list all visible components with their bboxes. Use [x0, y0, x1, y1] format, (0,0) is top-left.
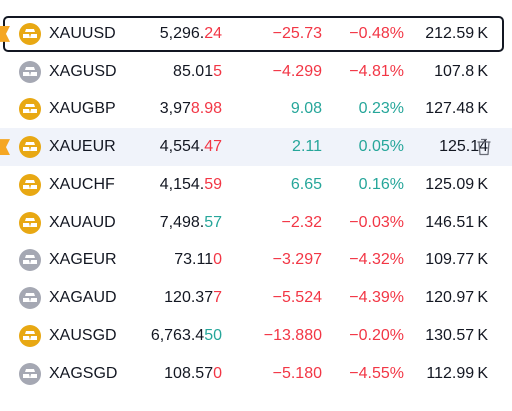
volume: 127.48 K [425, 100, 488, 118]
symbol-name: XAUUSD [49, 24, 116, 42]
last-price-tick: 47 [204, 138, 222, 156]
volume: 146.51 K [425, 213, 488, 231]
last-price-tick: 7 [213, 289, 222, 307]
price-change: −25.73 [272, 24, 322, 42]
price-change: −2.32 [281, 213, 322, 231]
price-change: −4.299 [272, 62, 322, 80]
price-change: −5.524 [272, 289, 322, 307]
last-price-main: 85.01 [173, 62, 214, 80]
last-price-main: 4,554. [159, 138, 205, 156]
watchlist-row-xauusd[interactable]: XAUUSD 5,296.24 −25.73 −0.48% 212.59 K [0, 15, 512, 53]
flag-icon[interactable] [0, 139, 10, 156]
last-price: 4,554.47 [160, 138, 222, 156]
last-price-tick: 24 [204, 24, 222, 42]
last-price-tick: 59 [204, 175, 222, 193]
volume: 125.14 [439, 138, 488, 156]
symbol-name: XAGAUD [49, 289, 117, 307]
price-change-percent: 0.16% [358, 175, 404, 193]
gold-bars-icon [19, 211, 41, 234]
price-change-percent: −4.39% [349, 289, 404, 307]
price-change-percent: −0.48% [349, 24, 404, 42]
last-price-main: 4,154. [159, 175, 205, 193]
symbol-name: XAUEUR [49, 138, 116, 156]
watchlist-row-xausgd[interactable]: XAUSGD 6,763.450 −13.880 −0.20% 130.57 K [0, 317, 512, 355]
volume: 120.97 K [425, 289, 488, 307]
price-change-percent: −4.32% [349, 251, 404, 269]
price-change-percent: −4.55% [349, 364, 404, 382]
price-change-percent: −4.81% [349, 62, 404, 80]
gold-bars-icon [19, 98, 41, 121]
last-price-main: 7,498. [159, 213, 205, 231]
last-price-main: 6,763.4 [150, 326, 205, 344]
symbol-name: XAUCHF [49, 175, 115, 193]
last-price: 5,296.24 [160, 25, 222, 43]
last-price-main: 108.57 [164, 364, 214, 382]
gold-bars-icon [19, 324, 41, 347]
watchlist-row-xauaud[interactable]: XAUAUD 7,498.57 −2.32 −0.03% 146.51 K [0, 204, 512, 242]
price-change-percent: −0.20% [349, 326, 404, 344]
volume: 212.59 K [425, 24, 488, 42]
watchlist-row-xageur[interactable]: XAGEUR 73.110 −3.297 −4.32% 109.77 K [0, 242, 512, 280]
price-change: 6.65 [290, 175, 322, 193]
last-price-main: 73.11 [174, 251, 214, 269]
price-change: −5.180 [272, 364, 322, 382]
volume: 125.09 K [425, 175, 488, 193]
last-price-tick: 0 [213, 364, 222, 382]
watchlist-row-xauchf[interactable]: XAUCHF 4,154.59 6.65 0.16% 125.09 K [0, 166, 512, 204]
volume: 107.8 K [434, 62, 488, 80]
last-price-main: 5,296. [159, 24, 205, 42]
last-price-tick: 8.98 [190, 100, 222, 118]
last-price: 108.570 [164, 365, 222, 383]
volume: 109.77 K [425, 251, 488, 269]
price-change-percent: −0.03% [349, 213, 404, 231]
trash-icon[interactable] [476, 138, 492, 156]
watchlist: XAUUSD 5,296.24 −25.73 −0.48% 212.59 K XAGUSD… [0, 15, 512, 393]
watchlist-row-xaugbp[interactable]: XAUGBP 3,978.98 9.08 0.23% 127.48 K [0, 91, 512, 129]
last-price-tick: 50 [204, 326, 222, 344]
symbol-name: XAUAUD [49, 213, 116, 231]
last-price: 4,154.59 [160, 176, 222, 194]
price-change: 9.08 [290, 100, 322, 118]
gold-bars-icon [19, 60, 41, 83]
last-price: 3,978.98 [160, 100, 222, 118]
flag-icon[interactable] [0, 25, 10, 42]
watchlist-row-xagsgd[interactable]: XAGSGD 108.570 −5.180 −4.55% 112.99 K [0, 355, 512, 393]
last-price-main: 120.37 [164, 289, 214, 307]
last-price: 7,498.57 [160, 214, 222, 232]
gold-bars-icon [19, 22, 41, 45]
watchlist-row-xagusd[interactable]: XAGUSD 85.015 −4.299 −4.81% 107.8 K [0, 53, 512, 91]
price-change-percent: 0.23% [358, 100, 404, 118]
symbol-name: XAUGBP [49, 100, 116, 118]
gold-bars-icon [19, 362, 41, 385]
gold-bars-icon [19, 136, 41, 159]
watchlist-row-xagaud[interactable]: XAGAUD 120.377 −5.524 −4.39% 120.97 K [0, 279, 512, 317]
last-price: 120.377 [164, 289, 222, 307]
symbol-name: XAGUSD [49, 62, 117, 80]
last-price-main: 3,97 [159, 100, 191, 118]
gold-bars-icon [19, 173, 41, 196]
last-price-tick: 0 [213, 251, 222, 269]
price-change: −13.880 [263, 326, 322, 344]
symbol-name: XAGEUR [49, 251, 117, 269]
gold-bars-icon [19, 287, 41, 310]
price-change: 2.11 [292, 138, 322, 156]
volume: 130.57 K [425, 326, 488, 344]
symbol-name: XAUSGD [49, 326, 117, 344]
last-price: 85.015 [173, 63, 222, 81]
gold-bars-icon [19, 249, 41, 272]
last-price: 73.110 [174, 251, 222, 269]
volume: 112.99 K [426, 364, 488, 382]
symbol-name: XAGSGD [49, 364, 118, 382]
price-change: −3.297 [272, 251, 322, 269]
last-price-tick: 57 [204, 213, 222, 231]
price-change-percent: 0.05% [358, 138, 404, 156]
watchlist-row-xaueur[interactable]: XAUEUR 4,554.47 2.11 0.05% 125.14 [0, 128, 512, 166]
last-price: 6,763.450 [151, 327, 222, 345]
last-price-tick: 5 [213, 62, 222, 80]
